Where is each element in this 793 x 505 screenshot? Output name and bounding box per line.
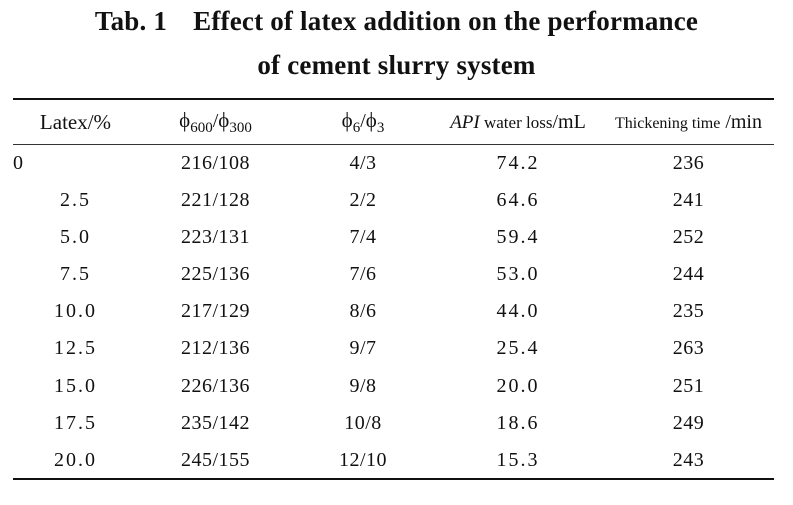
- cell-thickening-time: 244: [672, 263, 705, 286]
- cell-thickening-time: 241: [672, 189, 705, 212]
- table-header: Latex/% ϕ600/ϕ300 ϕ6/ϕ3 API water loss/m…: [13, 100, 774, 144]
- cell-water-loss: 53.0: [496, 263, 540, 286]
- header-phi6-phi3: ϕ6/ϕ3: [293, 100, 433, 144]
- header-phi600-phi300: ϕ600/ϕ300: [138, 100, 293, 144]
- water-loss-label: water loss: [479, 112, 553, 132]
- cell-phi6-phi3: 7/4: [349, 226, 377, 249]
- cell-latex: 15.0: [54, 374, 97, 397]
- top-rule: [13, 98, 774, 100]
- cell-latex: 10.0: [54, 300, 97, 323]
- cell-water-loss: 20.0: [496, 374, 540, 397]
- cell-thickening-time: 251: [672, 374, 705, 397]
- cell-phi600-phi300: 223/131: [180, 226, 251, 249]
- data-table: Latex/% ϕ600/ϕ300 ϕ6/ϕ3 API water loss/m…: [13, 100, 774, 479]
- header-api-water-loss: API water loss/mL: [433, 100, 603, 144]
- cell-phi600-phi300: 225/136: [180, 263, 251, 286]
- cell-water-loss: 64.6: [496, 189, 540, 212]
- bottom-rule: [13, 478, 774, 480]
- cell-phi600-phi300: 212/136: [180, 337, 251, 360]
- table-title-line-1: Tab. 1 Effect of latex addition on the pe…: [0, 6, 793, 37]
- api-label: API: [450, 111, 480, 133]
- cell-phi600-phi300: 216/108: [180, 151, 251, 174]
- table-row: 7.5 225/136 7/6 53.0 244: [13, 256, 774, 293]
- table-number: Tab. 1: [94, 6, 168, 36]
- phi-symbol: ϕ: [218, 107, 230, 132]
- header-latex: Latex/%: [39, 109, 112, 134]
- separator: /: [212, 109, 219, 132]
- header-thickening-time: Thickening time /min: [603, 100, 774, 144]
- header-row: Latex/% ϕ600/ϕ300 ϕ6/ϕ3 API water loss/m…: [13, 100, 774, 144]
- cell-latex: 17.5: [54, 411, 97, 434]
- cell-phi6-phi3: 8/6: [349, 300, 377, 323]
- cell-thickening-time: 236: [672, 151, 705, 174]
- cell-thickening-time: 249: [672, 411, 705, 434]
- cell-phi600-phi300: 221/128: [180, 189, 251, 212]
- cell-phi6-phi3: 9/7: [349, 337, 377, 360]
- table-row: 20.0 245/155 12/10 15.3 243: [13, 442, 774, 479]
- subscript-6: 6: [352, 119, 361, 136]
- table-row: 10.0 217/129 8/6 44.0 235: [13, 293, 774, 330]
- cell-water-loss: 74.2: [496, 151, 540, 174]
- cell-latex: 2.5: [60, 189, 91, 212]
- table-title-text: Effect of latex addition on the performa…: [193, 6, 699, 36]
- cell-phi600-phi300: 235/142: [180, 411, 251, 434]
- cell-latex: 0: [13, 151, 24, 174]
- cell-thickening-time: 252: [672, 226, 705, 249]
- cell-phi6-phi3: 12/10: [338, 448, 388, 471]
- table-body: 0 216/108 4/3 74.2 236 2.5 221/128 2/2 6…: [13, 144, 774, 479]
- table-row: 17.5 235/142 10/8 18.6 249: [13, 405, 774, 442]
- cell-phi6-phi3: 7/6: [349, 263, 377, 286]
- cell-thickening-time: 263: [672, 337, 705, 360]
- cell-phi600-phi300: 245/155: [180, 448, 251, 471]
- cell-water-loss: 44.0: [496, 300, 540, 323]
- cell-phi6-phi3: 2/2: [349, 189, 377, 212]
- table-title-line-2: of cement slurry system: [257, 50, 536, 80]
- cell-thickening-time: 243: [672, 448, 705, 471]
- cell-phi6-phi3: 10/8: [344, 411, 382, 434]
- cell-water-loss: 15.3: [496, 448, 540, 471]
- phi-symbol: ϕ: [365, 107, 377, 132]
- cell-latex: 20.0: [54, 448, 97, 471]
- cell-phi600-phi300: 217/129: [180, 300, 251, 323]
- table-row: 5.0 223/131 7/4 59.4 252: [13, 219, 774, 256]
- header-rule: [13, 144, 774, 145]
- cell-latex: 5.0: [60, 226, 91, 249]
- table-row: 0 216/108 4/3 74.2 236: [13, 144, 774, 182]
- cell-latex: 7.5: [60, 263, 91, 286]
- cell-latex: 12.5: [54, 337, 97, 360]
- cell-thickening-time: 235: [672, 300, 705, 323]
- subscript-600: 600: [190, 119, 213, 136]
- subscript-300: 300: [229, 119, 252, 136]
- cell-phi600-phi300: 226/136: [180, 374, 251, 397]
- phi-symbol: ϕ: [341, 107, 353, 132]
- separator: /: [360, 109, 366, 132]
- thickening-unit: /min: [720, 110, 762, 133]
- cell-water-loss: 25.4: [496, 337, 540, 360]
- cell-water-loss: 59.4: [496, 226, 540, 249]
- cell-phi6-phi3: 4/3: [349, 151, 377, 174]
- thickening-label: Thickening time: [615, 114, 721, 132]
- table-row: 12.5 212/136 9/7 25.4 263: [13, 330, 774, 367]
- phi-symbol: ϕ: [179, 107, 191, 132]
- subscript-3: 3: [376, 119, 385, 136]
- cell-water-loss: 18.6: [496, 411, 540, 434]
- table-row: 2.5 221/128 2/2 64.6 241: [13, 182, 774, 219]
- water-loss-unit: /mL: [552, 110, 586, 133]
- cell-phi6-phi3: 9/8: [349, 374, 377, 397]
- table-row: 15.0 226/136 9/8 20.0 251: [13, 367, 774, 404]
